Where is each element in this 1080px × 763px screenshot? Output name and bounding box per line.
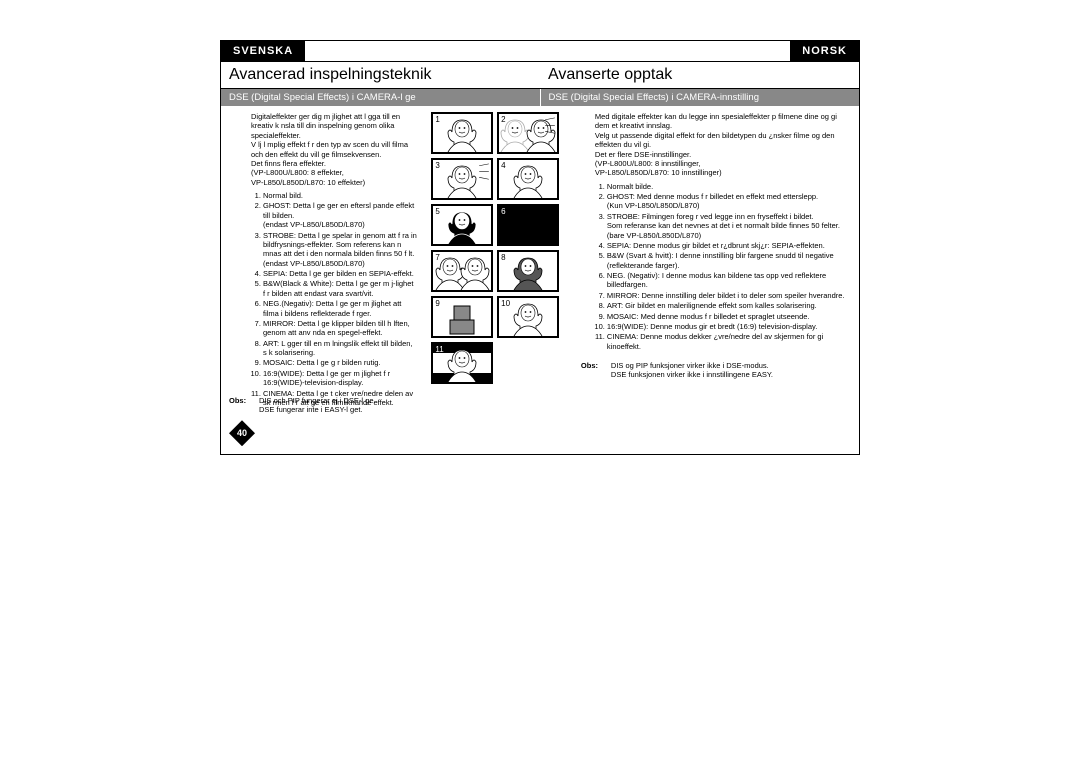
column-norwegian: Med digitale effekter kan du legge inn s…: [565, 106, 859, 414]
face-icon: [444, 210, 480, 244]
subtitle-right: DSE (Digital Special Effects) i CAMERA-i…: [541, 89, 860, 106]
thumb-number: 7: [435, 253, 439, 263]
title-right: Avanserte opptak: [540, 62, 859, 88]
thumbnail-grid: 1 2 3 4 5 6 7: [427, 112, 563, 384]
thumb-number: 6: [501, 207, 505, 217]
thumb-number: 1: [435, 115, 439, 125]
effect-thumbnail: 2: [497, 112, 559, 154]
list-item: CINEMA: Denne modus dekker ¿vre/nedre de…: [607, 332, 851, 351]
thumbnail-column: 1 2 3 4 5 6 7: [425, 106, 565, 414]
intro-right: Med digitale effekter kan du legge inn s…: [595, 112, 851, 178]
face-icon: [510, 302, 546, 336]
list-item: 16:9(WIDE): Detta l ge ger m jlighet f r…: [263, 369, 417, 388]
column-swedish: Digitaleffekter ger dig m jlighet att l …: [221, 106, 425, 414]
list-item: B&W (Svart & hvitt): I denne innstilling…: [607, 251, 851, 270]
lang-tag-left: SVENSKA: [221, 41, 305, 61]
thumb-number: 11: [435, 345, 443, 355]
list-item: STROBE: Filmingen foreg r ved legge inn …: [607, 212, 851, 240]
subtitle-left: DSE (Digital Special Effects) i CAMERA-l…: [221, 89, 541, 106]
page-number-badge: 40: [229, 420, 255, 446]
list-item: SEPIA: Detta l ge ger bilden en SEPIA-ef…: [263, 269, 417, 278]
effect-thumbnail: 3: [431, 158, 493, 200]
face-icon: [510, 256, 546, 290]
thumb-number: 2: [501, 115, 505, 125]
list-item: MIRROR: Denne innstilling deler bildet i…: [607, 291, 851, 300]
thumb-number: 3: [435, 161, 439, 171]
manual-page: SVENSKA NORSK Avancerad inspelningstekni…: [220, 40, 860, 455]
list-item: Normalt bilde.: [607, 182, 851, 191]
face-icon: [510, 164, 546, 198]
effect-thumbnail: 9: [431, 296, 493, 338]
list-item: GHOST: Detta l ge ger en eftersl pande e…: [263, 201, 417, 229]
effects-list-right: Normalt bilde.GHOST: Med denne modus f r…: [595, 182, 851, 351]
title-left: Avancerad inspelningsteknik: [221, 62, 540, 88]
effect-thumbnail: 10: [497, 296, 559, 338]
thumb-number: 10: [501, 299, 510, 309]
obs-text-left: DIS och PIP fungerar ej i DSE-l ge.DSE f…: [259, 396, 426, 414]
list-item: NEG.(Negativ): Detta l ge ger m jlighet …: [263, 299, 417, 318]
thumb-number: 4: [501, 161, 505, 171]
effect-thumbnail: 6: [497, 204, 559, 246]
bottom-area: Obs: DIS och PIP fungerar ej i DSE-l ge.…: [221, 414, 859, 454]
list-item: NEG. (Negativ): I denne modus kan bilden…: [607, 271, 851, 290]
effect-thumbnail: 1: [431, 112, 493, 154]
list-item: ART: L gger till en m lningslik effekt t…: [263, 339, 417, 358]
note-right: Obs: DIS og PIP funksjoner virker ikke i…: [573, 361, 851, 380]
thumb-number: 9: [435, 299, 439, 309]
language-header: SVENSKA NORSK: [221, 41, 859, 62]
list-item: MIRROR: Detta l ge klipper bilden till h…: [263, 319, 417, 338]
intro-left: Digitaleffekter ger dig m jlighet att l …: [251, 112, 417, 187]
face-icon: [444, 302, 480, 336]
list-item: Normal bild.: [263, 191, 417, 200]
list-item: B&W(Black & White): Detta l ge ger m j-l…: [263, 279, 417, 298]
list-item: MOSAIC: Med denne modus f r billedet et …: [607, 312, 851, 321]
list-item: SEPIA: Denne modus gir bildet et r¿dbrun…: [607, 241, 851, 250]
list-item: STROBE: Detta l ge spelar in genom att f…: [263, 231, 417, 269]
effect-thumbnail: 5: [431, 204, 493, 246]
subtitle-row: DSE (Digital Special Effects) i CAMERA-l…: [221, 89, 859, 106]
thumb-number: 5: [435, 207, 439, 217]
list-item: MOSAIC: Detta l ge g r bilden rutig.: [263, 358, 417, 367]
list-item: ART: Gir bildet en malerilignende effekt…: [607, 301, 851, 310]
effects-list-left: Normal bild.GHOST: Detta l ge ger en eft…: [251, 191, 417, 407]
effect-thumbnail: 11: [431, 342, 493, 384]
list-item: 16:9(WIDE): Denne modus gir et bredt (16…: [607, 322, 851, 331]
effect-thumbnail: 7: [431, 250, 493, 292]
obs-label-right: Obs:: [573, 361, 611, 380]
face-icon: [457, 256, 493, 290]
obs-label-left: Obs:: [221, 396, 259, 414]
obs-text-right: DIS og PIP funksjoner virker ikke i DSE-…: [611, 361, 851, 380]
face-icon: [444, 348, 480, 382]
list-item: GHOST: Med denne modus f r billedet en e…: [607, 192, 851, 211]
effect-thumbnail: 8: [497, 250, 559, 292]
lang-tag-right: NORSK: [790, 41, 859, 61]
title-row: Avancerad inspelningsteknik Avanserte op…: [221, 62, 859, 89]
note-left: Obs: DIS och PIP fungerar ej i DSE-l ge.…: [221, 396, 426, 414]
thumb-number: 8: [501, 253, 505, 263]
effect-thumbnail: 4: [497, 158, 559, 200]
face-icon: [444, 118, 480, 152]
content-row: Digitaleffekter ger dig m jlighet att l …: [221, 106, 859, 414]
